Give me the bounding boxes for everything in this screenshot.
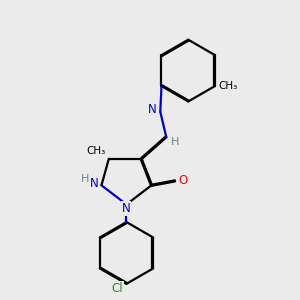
Text: N: N [148, 103, 156, 116]
Text: H: H [81, 174, 89, 184]
Text: CH₃: CH₃ [86, 146, 105, 157]
Text: O: O [178, 174, 188, 188]
Text: CH₃: CH₃ [219, 81, 238, 91]
Text: Cl: Cl [112, 282, 124, 295]
Text: N: N [122, 202, 130, 215]
Text: N: N [90, 177, 98, 190]
Text: H: H [171, 137, 179, 147]
